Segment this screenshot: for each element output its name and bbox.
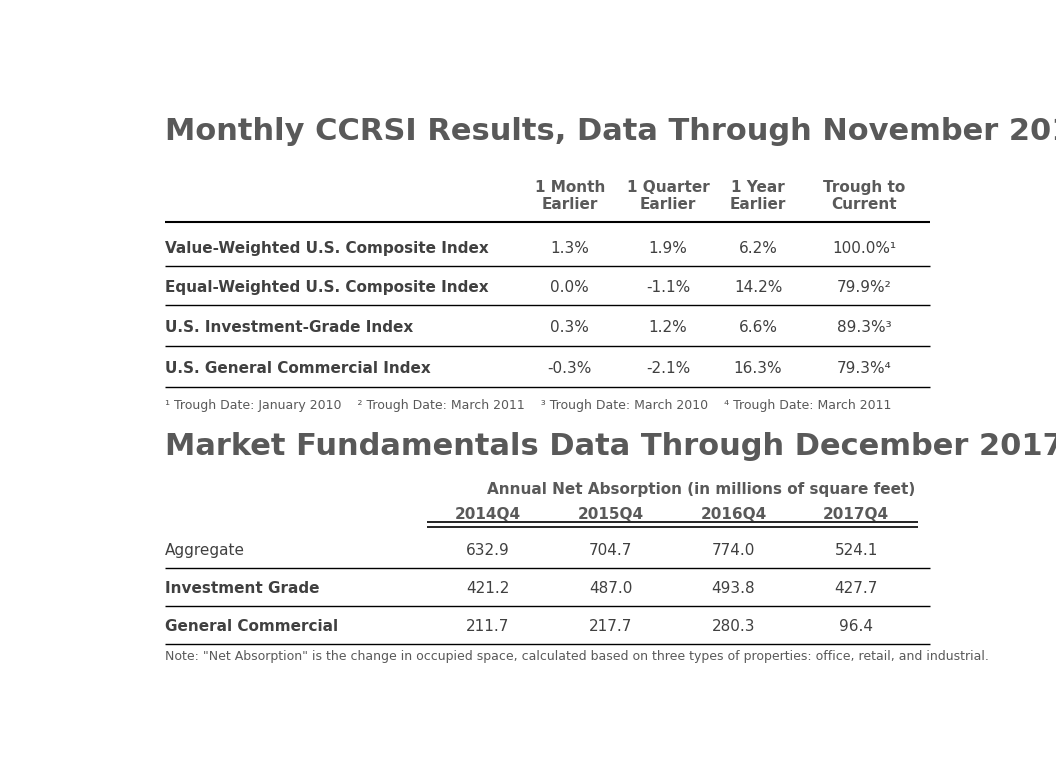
Text: 524.1: 524.1 (834, 543, 878, 557)
Text: 1.9%: 1.9% (648, 241, 687, 256)
Text: 6.6%: 6.6% (738, 320, 777, 335)
Text: 1.2%: 1.2% (648, 320, 687, 335)
Text: Investment Grade: Investment Grade (165, 581, 319, 596)
Text: 217.7: 217.7 (589, 619, 633, 634)
Text: 2015Q4: 2015Q4 (578, 506, 644, 522)
Text: 0.3%: 0.3% (550, 320, 589, 335)
Text: -0.3%: -0.3% (548, 362, 592, 376)
Text: 1 Year
Earlier: 1 Year Earlier (730, 180, 787, 212)
Text: 421.2: 421.2 (467, 581, 510, 596)
Text: 211.7: 211.7 (467, 619, 510, 634)
Text: 2016Q4: 2016Q4 (700, 506, 767, 522)
Text: Value-Weighted U.S. Composite Index: Value-Weighted U.S. Composite Index (165, 241, 489, 256)
Text: 427.7: 427.7 (834, 581, 878, 596)
Text: -2.1%: -2.1% (646, 362, 691, 376)
Text: 96.4: 96.4 (840, 619, 873, 634)
Text: 2014Q4: 2014Q4 (455, 506, 521, 522)
Text: General Commercial: General Commercial (165, 619, 338, 634)
Text: Annual Net Absorption (in millions of square feet): Annual Net Absorption (in millions of sq… (487, 482, 914, 497)
Text: 6.2%: 6.2% (738, 241, 777, 256)
Text: -1.1%: -1.1% (646, 280, 691, 295)
Text: 79.9%²: 79.9%² (837, 280, 892, 295)
Text: U.S. Investment-Grade Index: U.S. Investment-Grade Index (165, 320, 413, 335)
Text: 280.3: 280.3 (712, 619, 755, 634)
Text: 1.3%: 1.3% (550, 241, 589, 256)
Text: 14.2%: 14.2% (734, 280, 782, 295)
Text: Aggregate: Aggregate (165, 543, 245, 557)
Text: Trough to
Current: Trough to Current (824, 180, 906, 212)
Text: 100.0%¹: 100.0%¹ (832, 241, 897, 256)
Text: 493.8: 493.8 (712, 581, 755, 596)
Text: 16.3%: 16.3% (734, 362, 782, 376)
Text: 79.3%⁴: 79.3%⁴ (837, 362, 892, 376)
Text: 632.9: 632.9 (466, 543, 510, 557)
Text: Equal-Weighted U.S. Composite Index: Equal-Weighted U.S. Composite Index (165, 280, 488, 295)
Text: Note: "Net Absorption" is the change in occupied space, calculated based on thre: Note: "Net Absorption" is the change in … (165, 650, 988, 663)
Text: 774.0: 774.0 (712, 543, 755, 557)
Text: 1 Quarter
Earlier: 1 Quarter Earlier (626, 180, 710, 212)
Text: U.S. General Commercial Index: U.S. General Commercial Index (165, 362, 431, 376)
Text: 0.0%: 0.0% (550, 280, 589, 295)
Text: 2017Q4: 2017Q4 (824, 506, 889, 522)
Text: 487.0: 487.0 (589, 581, 633, 596)
Text: 704.7: 704.7 (589, 543, 633, 557)
Text: 89.3%³: 89.3%³ (837, 320, 891, 335)
Text: Market Fundamentals Data Through December 2017: Market Fundamentals Data Through Decembe… (165, 432, 1056, 462)
Text: Monthly CCRSI Results, Data Through November 2017: Monthly CCRSI Results, Data Through Nove… (165, 117, 1056, 146)
Text: ¹ Trough Date: January 2010    ² Trough Date: March 2011    ³ Trough Date: March: ¹ Trough Date: January 2010 ² Trough Dat… (165, 399, 891, 412)
Text: 1 Month
Earlier: 1 Month Earlier (534, 180, 605, 212)
